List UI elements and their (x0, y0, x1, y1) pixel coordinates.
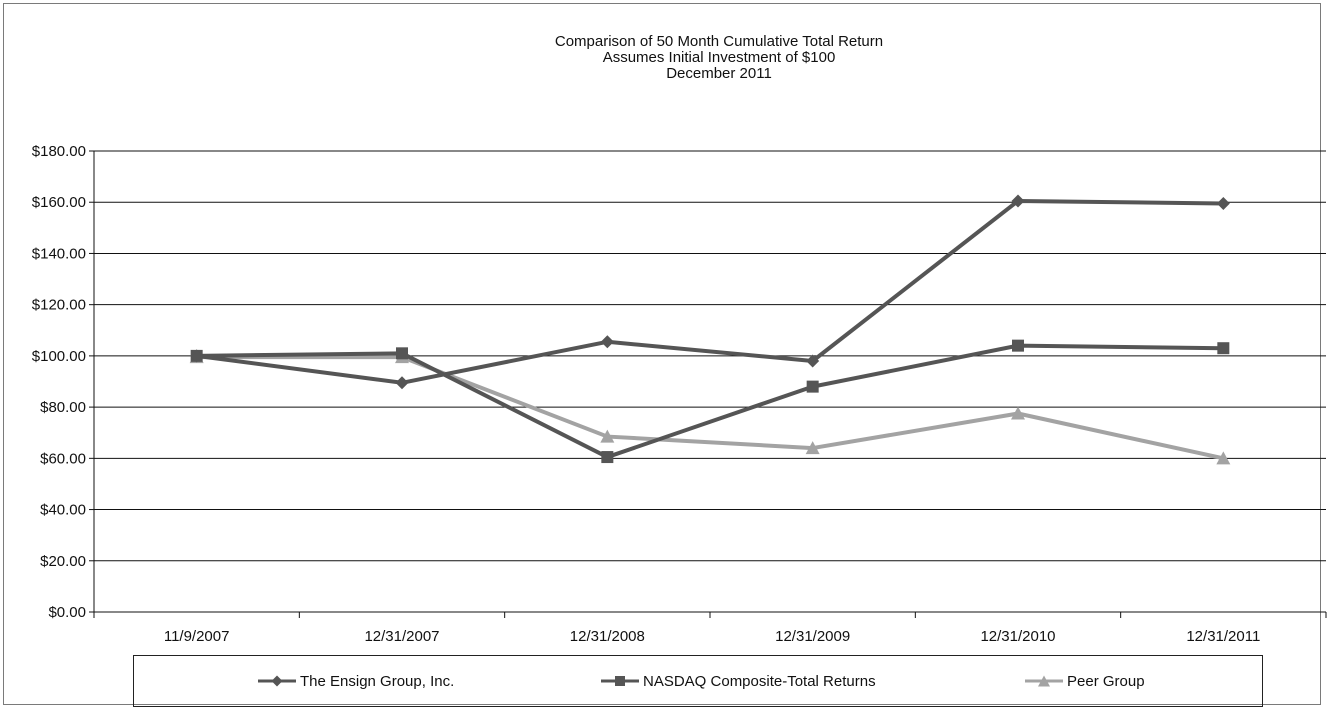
square-marker-icon (601, 676, 639, 686)
chart-subtitle-date: December 2011 (666, 65, 772, 82)
triangle-point (600, 429, 615, 443)
diamond-point (1011, 194, 1025, 208)
x-tick-label: 12/31/2007 (364, 628, 439, 645)
square-point (1217, 342, 1230, 355)
x-tick-label: 11/9/2007 (164, 628, 230, 645)
y-tick-label: $80.00 (40, 399, 86, 416)
legend-label-nasdaq: NASDAQ Composite-Total Returns (643, 672, 876, 690)
x-tick-label: 12/31/2009 (775, 628, 850, 645)
x-tick-label: 12/31/2008 (570, 628, 645, 645)
y-tick-label: $60.00 (40, 450, 86, 467)
legend-label-ensign: The Ensign Group, Inc. (300, 672, 455, 690)
square-point (396, 347, 408, 360)
diamond-point (395, 376, 409, 390)
y-tick-label: $20.00 (40, 553, 86, 570)
chart-title-block: Comparison of 50 Month Cumulative Total … (0, 34, 1328, 82)
legend: The Ensign Group, Inc. NASDAQ Composite-… (133, 655, 1263, 707)
y-tick-label: $140.00 (32, 245, 86, 262)
y-tick-label: $100.00 (32, 348, 86, 365)
tick-labels: $0.00 $20.00 $40.00 $60.00 $80.00 $100.00 $120… (32, 143, 1261, 645)
y-tick-label: $160.00 (32, 194, 86, 211)
diamond-point (1216, 197, 1230, 211)
x-tick-label: 12/31/2011 (1186, 628, 1260, 645)
chart-title: Comparison of 50 Month Cumulative Total … (554, 33, 884, 50)
y-tick-label: $0.00 (48, 604, 86, 621)
series-line-square (196, 343, 1224, 460)
line-chart: $0.00 $20.00 $40.00 $60.00 $80.00 $100.00 $120… (32, 143, 1327, 645)
triangle-point (1216, 451, 1231, 465)
square-point (1012, 339, 1024, 352)
series-line-diamond (196, 198, 1224, 385)
diamond-point (806, 354, 820, 368)
diamond-point (600, 335, 614, 349)
y-tick-label: $40.00 (40, 502, 86, 519)
x-tick-label: 12/31/2010 (980, 628, 1055, 645)
triangle-point (805, 441, 820, 455)
square-point (601, 451, 614, 464)
gridlines (94, 150, 1326, 562)
legend-item-nasdaq: NASDAQ Composite-Total Returns (601, 671, 876, 691)
diamond-marker-icon (258, 675, 296, 687)
legend-item-peer: Peer Group (1025, 671, 1145, 691)
triangle-marker-icon (1025, 675, 1063, 687)
series-line-triangle (196, 355, 1224, 461)
series-lines (196, 198, 1224, 461)
triangle-point (1011, 406, 1025, 420)
series-markers (189, 194, 1231, 465)
y-tick-label: $120.00 (32, 297, 86, 314)
chart-subtitle-investment: Assumes Initial Investment of $100 (602, 49, 836, 66)
diamond-point (190, 349, 204, 363)
y-tick-label: $180.00 (32, 143, 86, 160)
legend-item-ensign: The Ensign Group, Inc. (258, 671, 454, 691)
square-point (806, 380, 819, 393)
legend-label-peer: Peer Group (1067, 672, 1145, 690)
axes (89, 150, 1327, 618)
chart-frame (3, 3, 1321, 705)
